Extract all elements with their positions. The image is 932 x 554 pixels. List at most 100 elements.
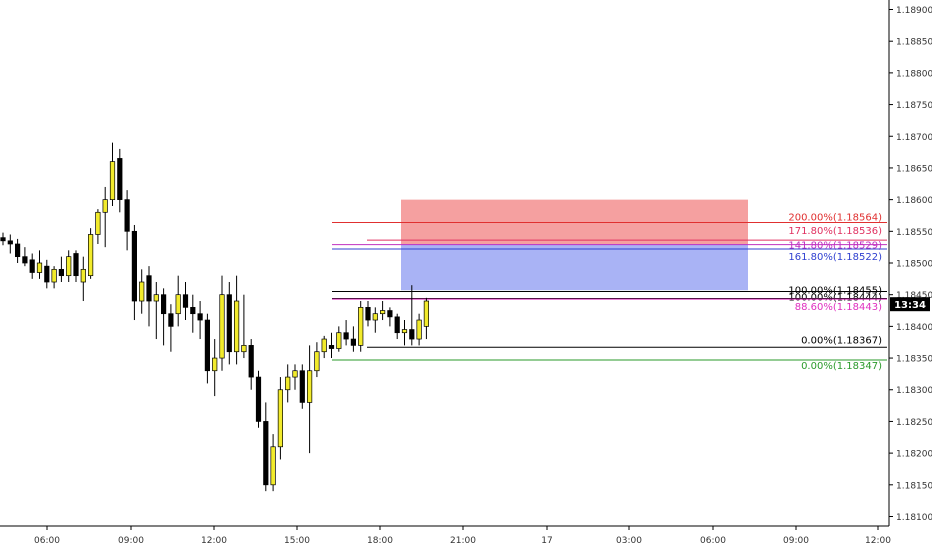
y-tick-label: 1.18150 (896, 481, 932, 491)
candle-bullish[interactable] (80, 268, 86, 283)
candle-bullish[interactable] (212, 357, 218, 372)
candle-bearish[interactable] (182, 294, 189, 308)
stop-loss-zone[interactable] (401, 199, 748, 244)
candle-bearish[interactable] (197, 313, 203, 321)
x-tick-label: 06:00 (700, 536, 726, 546)
candle-bullish[interactable] (66, 256, 72, 277)
candle-bullish[interactable] (285, 376, 291, 391)
candle-bearish[interactable] (22, 256, 28, 264)
candle-bullish[interactable] (321, 338, 327, 353)
candle-bearish[interactable] (15, 243, 21, 258)
y-tick-label: 1.18100 (896, 513, 932, 523)
candle-bullish[interactable] (234, 300, 240, 353)
y-tick-label: 1.18200 (896, 450, 932, 460)
x-tick-label: 09:00 (118, 536, 144, 546)
candle-bearish[interactable] (394, 316, 400, 334)
candle-bearish[interactable] (365, 307, 371, 321)
y-tick-label: 1.18900 (896, 6, 932, 16)
candle-bearish[interactable] (0, 237, 6, 242)
current-price-label: 13:34 (894, 300, 926, 311)
candle-bearish[interactable] (131, 230, 137, 302)
candle-bullish[interactable] (307, 370, 313, 403)
x-tick-label: 06:00 (34, 536, 60, 546)
y-tick-label: 1.18300 (896, 386, 932, 396)
candle-bearish[interactable] (226, 294, 232, 353)
candle-bullish[interactable] (175, 294, 181, 315)
candle-bearish[interactable] (168, 313, 174, 327)
candle-bullish[interactable] (36, 262, 43, 273)
x-tick-label: 18:00 (367, 536, 393, 546)
candle-bearish[interactable] (248, 345, 254, 378)
candle-bullish[interactable] (277, 389, 283, 448)
candle-bullish[interactable] (153, 294, 159, 302)
y-tick-label: 1.18550 (896, 228, 932, 238)
candle-bearish[interactable] (350, 338, 356, 346)
candle-bullish[interactable] (380, 310, 386, 315)
candle-bullish[interactable] (139, 281, 145, 302)
candle-bearish[interactable] (29, 259, 35, 273)
x-tick-label: 15:00 (284, 536, 310, 546)
candle-bullish[interactable] (401, 329, 408, 334)
candle-bearish[interactable] (255, 376, 262, 422)
candle-bullish[interactable] (292, 370, 298, 378)
y-tick-label: 1.18250 (896, 418, 932, 428)
fib-level-label: 0.00%(1.18347) (801, 361, 882, 372)
fib-level-label: 88.60%(1.18443) (795, 302, 882, 313)
candle-bullish[interactable] (336, 332, 342, 349)
candle-bearish[interactable] (204, 319, 210, 372)
candle-bullish[interactable] (416, 319, 422, 340)
candle-bearish[interactable] (343, 332, 349, 340)
fib-level-label: 0.00%(1.18367) (801, 335, 882, 346)
y-tick-label: 1.18350 (896, 355, 932, 365)
candle-bearish[interactable] (44, 265, 50, 283)
candle-bullish[interactable] (87, 234, 94, 277)
candle-bullish[interactable] (219, 294, 225, 359)
y-tick-label: 1.18450 (896, 291, 932, 301)
candle-bearish[interactable] (146, 275, 152, 302)
candle-bullish[interactable] (109, 161, 116, 200)
y-tick-label: 1.18700 (896, 133, 932, 143)
candle-bearish[interactable] (124, 199, 130, 232)
x-tick-label: 09:00 (783, 536, 809, 546)
candle-bearish[interactable] (263, 421, 269, 486)
candle-bearish[interactable] (58, 268, 65, 277)
y-tick-label: 1.18750 (896, 101, 932, 111)
fib-level-label: 141.80%(1.18529) (788, 241, 882, 252)
candle-bearish[interactable] (161, 294, 167, 315)
candle-bullish[interactable] (423, 300, 429, 327)
x-tick-label: 12:00 (865, 536, 891, 546)
candle-bearish[interactable] (328, 345, 335, 349)
x-tick-label: 21:00 (450, 536, 476, 546)
fib-level-label: 100.00%(1.18444) (788, 292, 882, 303)
y-tick-label: 1.18600 (896, 196, 932, 206)
candle-bearish[interactable] (387, 310, 393, 318)
candle-bullish[interactable] (51, 268, 57, 283)
y-tick-label: 1.18650 (896, 164, 932, 174)
fib-level-label: 100.00%(1.18455) (788, 286, 882, 297)
candle-bullish[interactable] (358, 307, 364, 346)
candle-bullish[interactable] (314, 351, 320, 372)
candle-bearish[interactable] (299, 370, 305, 403)
y-tick-label: 1.18800 (896, 69, 932, 79)
candle-bullish[interactable] (270, 446, 276, 486)
y-tick-label: 1.18500 (896, 260, 932, 270)
current-price-tag[interactable] (890, 297, 930, 312)
fib-level-label: 161.80%(1.18522) (788, 252, 882, 263)
candle-bearish[interactable] (7, 240, 13, 245)
x-tick-label: 17 (541, 536, 552, 546)
candle-bullish[interactable] (95, 211, 101, 235)
x-tick-label: 12:00 (201, 536, 227, 546)
target-zone[interactable] (401, 243, 748, 291)
candle-bullish[interactable] (372, 313, 378, 321)
y-tick-label: 1.18400 (896, 323, 932, 333)
candle-bullish[interactable] (241, 345, 247, 353)
fib-level-label: 200.00%(1.18564) (788, 212, 882, 223)
fib-level-label: 171.80%(1.18536) (788, 226, 882, 237)
candle-bearish[interactable] (190, 307, 196, 315)
candle-bearish[interactable] (117, 158, 123, 200)
candle-bearish[interactable] (409, 329, 415, 340)
candle-bearish[interactable] (73, 253, 79, 277)
candle-bullish[interactable] (102, 199, 108, 213)
